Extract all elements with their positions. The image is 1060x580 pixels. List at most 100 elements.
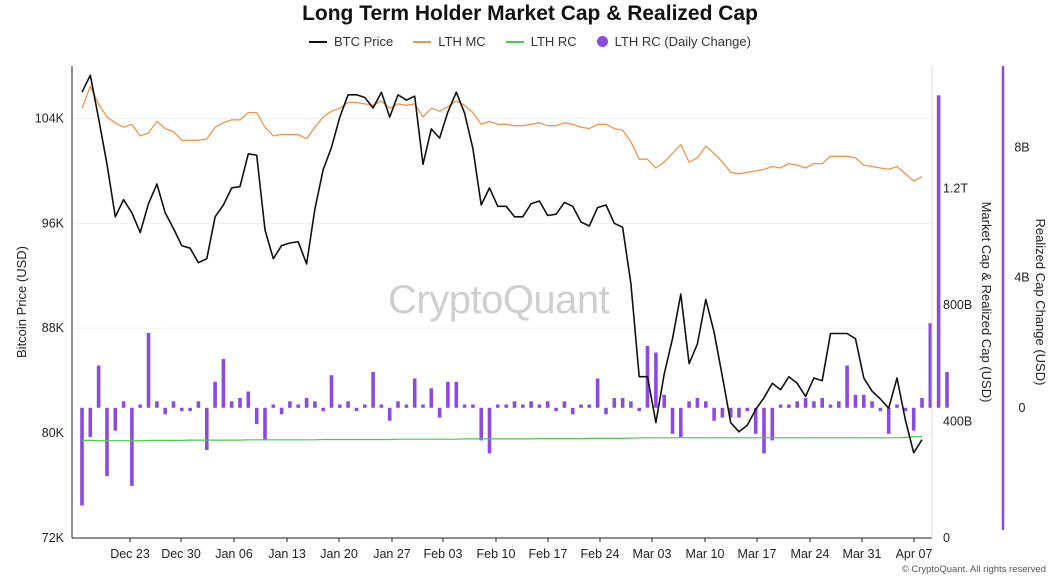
x-tick-label: Mar 10: [686, 547, 725, 561]
rc-change-bar: [155, 401, 159, 408]
rc-change-bar: [437, 407, 442, 418]
rc-change-bar: [945, 372, 949, 408]
rc-change-bar: [670, 407, 675, 434]
rc-change-bar: [845, 365, 849, 408]
rc-change-bar: [321, 407, 325, 412]
watermark: CryptoQuant: [388, 278, 610, 322]
rc-change-bar: [745, 407, 750, 412]
rc-change-bar: [379, 404, 384, 408]
middle-tick-label: 0: [943, 531, 950, 545]
rc-change-bar: [737, 407, 741, 418]
x-tick-label: Dec 23: [110, 547, 150, 561]
rc-change-bar: [687, 401, 691, 408]
rc-change-bar: [920, 398, 924, 408]
rc-change-bar: [363, 404, 367, 408]
rc-change-bar: [371, 372, 375, 408]
rc-change-bar: [146, 332, 151, 408]
rc-change-bar: [80, 407, 84, 506]
rc-change-bar: [346, 401, 350, 408]
rc-change-bar: [770, 407, 775, 441]
grid-layer: [72, 117, 932, 539]
x-tick-label: Jan 13: [268, 547, 306, 561]
rc-change-bar: [529, 401, 533, 408]
legend-item-lth-mc[interactable]: LTH MC: [413, 34, 486, 49]
rc-change-bar: [928, 323, 933, 408]
rc-change-bar: [354, 407, 359, 412]
rc-change-bar: [163, 407, 167, 415]
rc-change-bar: [338, 404, 342, 408]
rc-change-bar: [795, 401, 799, 408]
rc-change-bar: [271, 404, 276, 408]
left-tick-label: 80K: [42, 426, 65, 440]
rc-change-bar: [720, 407, 725, 418]
rc-change-bar: [820, 398, 824, 408]
rc-change-bar: [254, 407, 259, 425]
rc-change-bar: [662, 394, 666, 408]
middle-tick-label: 400B: [943, 414, 972, 428]
rc-change-bar: [188, 407, 192, 412]
rc-change-bar: [496, 404, 500, 408]
rc-change-bar: [778, 404, 783, 408]
rc-change-bar: [412, 378, 417, 408]
rc-change-bar: [712, 407, 716, 421]
x-tick-label: Dec 30: [161, 547, 201, 561]
rc-change-bar: [421, 404, 425, 408]
rc-change-bar: [96, 365, 101, 408]
legend-dot-rc-change: [596, 36, 608, 47]
copyright-notice: © CryptoQuant. All rights reserved: [901, 564, 1046, 575]
rc-change-bar: [113, 407, 118, 431]
rc-change-bar: [895, 404, 899, 408]
rc-change-bar: [462, 404, 467, 408]
rc-change-bar: [279, 407, 284, 415]
lth-rc-line: [82, 436, 922, 442]
rc-change-bar: [130, 407, 134, 486]
rc-change-bar: [787, 404, 791, 408]
x-tick-label: Feb 03: [424, 547, 463, 561]
rc-change-bar: [637, 407, 641, 412]
x-tick-label: Apr 07: [896, 547, 933, 561]
btc-price-line: [81, 74, 923, 454]
rc-change-bar: [471, 404, 475, 408]
rc-change-bar: [446, 381, 450, 408]
rc-change-bar: [545, 401, 550, 408]
rc-change-bar: [88, 407, 93, 438]
line-layer: [81, 74, 923, 454]
rc-change-bar: [812, 401, 816, 408]
rc-change-bar: [288, 401, 292, 408]
rc-change-bar: [487, 407, 492, 454]
rc-change-bar: [654, 352, 658, 408]
legend: BTC Price LTH MC LTH RC LTH RC (Daily Ch…: [0, 34, 1060, 49]
rc-change-bar: [878, 407, 883, 412]
rc-change-bar: [205, 407, 209, 451]
bar-layer: [80, 95, 949, 506]
rc-change-bar: [853, 394, 858, 408]
left-tick-label: 88K: [42, 321, 65, 335]
rc-change-bar: [296, 404, 300, 408]
rc-change-bar: [886, 407, 891, 434]
rc-change-bar: [521, 404, 525, 408]
x-tick-label: Jan 06: [215, 547, 253, 561]
rc-change-bar: [512, 401, 517, 408]
legend-label-btc: BTC Price: [334, 34, 394, 49]
middle-tick-label: 1.2T: [943, 181, 968, 195]
legend-swatch-btc: [309, 40, 328, 43]
middle-tick-label: 800B: [943, 298, 972, 312]
rc-change-bar: [213, 381, 217, 408]
x-tick-label: Mar 03: [633, 547, 672, 561]
rc-change-bar: [620, 398, 625, 408]
rc-change-bar: [263, 407, 267, 441]
chart-title: Long Term Holder Market Cap & Realized C…: [302, 2, 758, 25]
left-axis-title: Bitcoin Price (USD): [14, 246, 29, 358]
x-tick-label: Jan 27: [373, 547, 411, 561]
legend-item-btc-price[interactable]: BTC Price: [309, 34, 393, 49]
rc-change-bar: [329, 375, 334, 408]
rc-change-bar: [629, 401, 633, 408]
rc-change-bar: [138, 404, 142, 408]
legend-item-lth-rc[interactable]: LTH RC: [505, 34, 577, 49]
rc-change-bar: [454, 381, 459, 408]
rc-change-bar: [911, 407, 916, 431]
legend-item-lth-rc-change[interactable]: LTH RC (Daily Change): [596, 34, 751, 49]
rc-change-bar: [695, 398, 700, 408]
lth-mc-line: [81, 85, 923, 182]
rc-change-bar: [837, 401, 841, 408]
